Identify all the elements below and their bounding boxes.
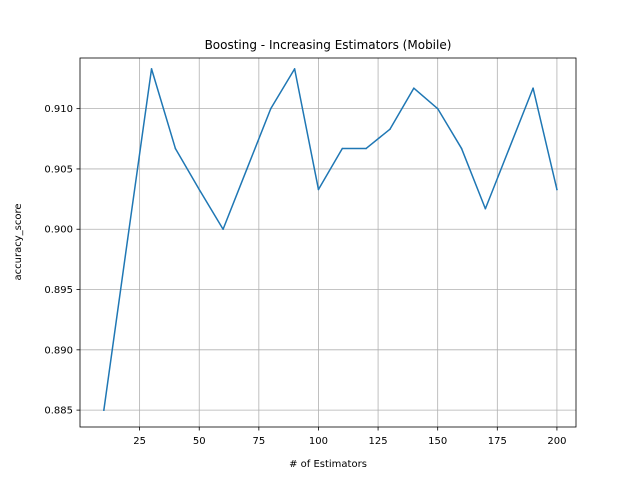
tick-layer: 25 50 75 100 125 150 175 200 0.885 0.890 0.895 0.90…: [44, 104, 566, 447]
x-tick-label: 175: [488, 436, 507, 447]
x-tick-label: 200: [547, 436, 566, 447]
x-tick-label: 100: [309, 436, 328, 447]
data-point: [246, 168, 248, 170]
y-tick-label: 0.905: [44, 164, 73, 175]
x-tick-label: 75: [252, 436, 265, 447]
x-tick-label: 25: [133, 436, 146, 447]
chart-title: Boosting - Increasing Estimators (Mobile…: [205, 38, 452, 52]
data-point: [198, 188, 200, 191]
y-axis-label: accuracy_score: [13, 204, 24, 281]
y-tick-label: 0.910: [44, 104, 73, 115]
data-point: [389, 128, 391, 130]
x-tick-label: 50: [193, 436, 206, 447]
data-point: [174, 147, 177, 150]
data-point: [222, 228, 224, 230]
data-point: [484, 207, 487, 210]
data-point: [413, 87, 415, 89]
data-point: [508, 147, 510, 150]
data-point: [532, 87, 534, 89]
data-point: [436, 107, 439, 110]
data-point: [460, 147, 463, 150]
plot-frame: [79, 57, 577, 428]
data-point: [556, 188, 558, 191]
series-layer: [103, 68, 558, 411]
grid-layer: [80, 58, 576, 427]
series-line: [103, 68, 558, 411]
data-point: [317, 188, 320, 191]
y-tick-label: 0.900: [44, 225, 73, 236]
y-tick-label: 0.885: [44, 406, 73, 417]
data-point: [341, 147, 344, 150]
x-tick-label: 125: [369, 436, 388, 447]
y-tick-label: 0.895: [44, 285, 73, 296]
x-tick-label: 150: [428, 436, 447, 447]
data-point: [365, 147, 367, 150]
data-point: [126, 238, 129, 240]
data-point: [103, 409, 105, 411]
x-axis-label: # of Estimators: [289, 459, 367, 470]
data-point: [150, 68, 153, 70]
data-point: [270, 107, 272, 110]
y-tick-label: 0.890: [44, 345, 73, 356]
data-point: [293, 68, 296, 70]
